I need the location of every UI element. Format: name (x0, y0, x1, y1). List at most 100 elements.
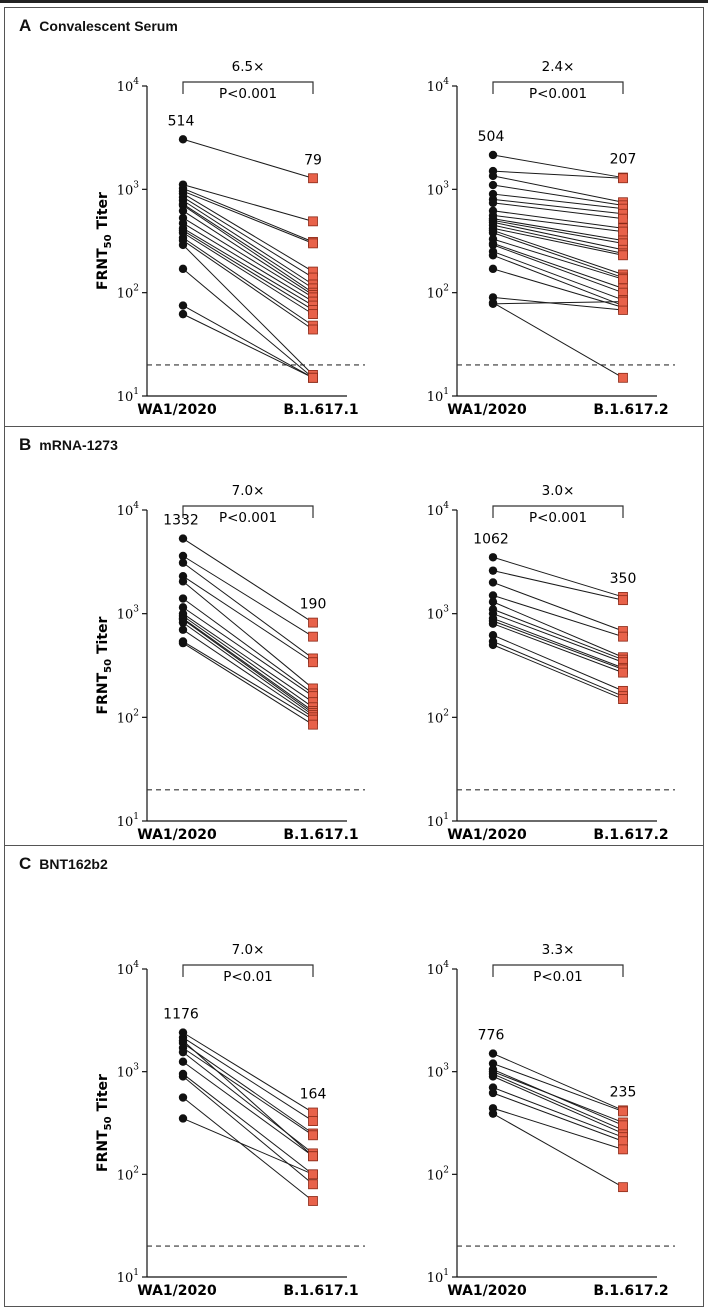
pair-line (182, 615, 314, 708)
y-tick-base: 10 (427, 80, 444, 95)
ancestral-point (488, 150, 498, 160)
ancestral-point (178, 534, 188, 543)
variant-point (308, 1116, 318, 1126)
pair-line (492, 214, 624, 233)
pair-line (492, 1063, 624, 1112)
x-category-label: B.1.617.1 (283, 827, 358, 843)
ancestral-point (488, 566, 498, 575)
y-tick-exponent: 1 (133, 387, 139, 397)
ancestral-point (178, 558, 188, 567)
pair-line (182, 204, 314, 294)
pair-line (182, 1075, 314, 1185)
panel-a-title: Convalescent Serum (39, 18, 178, 34)
pair-line (182, 232, 314, 315)
y-tick-base: 10 (427, 183, 444, 198)
pair-line (182, 1042, 314, 1134)
y-tick-exponent: 2 (133, 284, 139, 294)
y-tick-exponent: 2 (443, 1165, 449, 1175)
pair-line (492, 1092, 624, 1142)
y-tick-base: 10 (117, 1271, 134, 1286)
x-category-label: WA1/2020 (137, 827, 217, 843)
y-tick-base: 10 (117, 80, 134, 95)
y-tick-base: 10 (117, 815, 134, 830)
pair-line (492, 210, 624, 229)
ancestral-point (488, 198, 498, 208)
pair-line (492, 1107, 624, 1150)
y-tick-base: 10 (117, 390, 134, 405)
ancestral-point (488, 1088, 498, 1098)
variant-point (308, 1151, 318, 1162)
pair-line (182, 575, 314, 663)
y-axis-label-main: FRNT (95, 672, 111, 714)
pair-line (492, 617, 624, 669)
y-tick-label: 104 (117, 960, 140, 978)
pair-line (182, 619, 314, 714)
pair-line (492, 170, 624, 179)
x-category-label: WA1/2020 (137, 1283, 217, 1299)
pair-line (182, 562, 314, 659)
variant-point (308, 324, 318, 335)
y-tick-label: 104 (117, 501, 140, 519)
pair-line (182, 1032, 314, 1113)
pair-line (492, 254, 624, 307)
y-tick-label: 103 (117, 605, 140, 623)
pair-line (182, 193, 314, 273)
comparison-bracket (182, 964, 314, 977)
pair-line (182, 222, 314, 303)
y-tick-base: 10 (427, 390, 444, 405)
y-tick-base: 10 (427, 608, 444, 623)
x-category-label: WA1/2020 (447, 1283, 527, 1299)
pair-line (492, 301, 624, 305)
y-tick-base: 10 (427, 287, 444, 302)
y-tick-exponent: 1 (133, 812, 139, 822)
variant-point (308, 1179, 318, 1190)
ancestral-point (488, 553, 498, 562)
pair-line (492, 175, 624, 203)
fold-change-label: 2.4× (542, 59, 575, 75)
median-label-ancestral: 504 (478, 129, 505, 145)
ancestral-point (488, 1049, 498, 1058)
variant-point (618, 631, 628, 642)
y-axis-label-subscript: 50 (103, 1116, 114, 1130)
y-tick-base: 10 (117, 711, 134, 726)
pair-line (182, 305, 314, 379)
pair-line (182, 230, 314, 311)
ancestral-point (488, 171, 498, 181)
variant-point (618, 1120, 628, 1131)
variant-point (308, 1107, 318, 1118)
y-tick-exponent: 3 (443, 605, 449, 615)
pair-line (492, 644, 624, 700)
pair-line (492, 1073, 624, 1131)
median-label-variant: 235 (610, 1084, 637, 1100)
pair-line (182, 1061, 314, 1157)
y-tick-exponent: 4 (133, 501, 139, 511)
pair-line (182, 187, 314, 243)
y-tick-exponent: 3 (443, 180, 449, 190)
y-tick-exponent: 3 (133, 605, 139, 615)
pair-line (492, 608, 624, 661)
pair-line (492, 1087, 624, 1138)
variant-point (618, 296, 628, 307)
y-tick-label: 101 (427, 387, 449, 405)
y-tick-exponent: 1 (443, 1268, 449, 1278)
panel-c-header: C BNT162b2 (19, 854, 108, 874)
median-label-variant: 207 (610, 152, 637, 168)
y-tick-label: 103 (117, 180, 140, 198)
pair-line (182, 203, 314, 289)
pair-line (492, 227, 624, 256)
x-category-label: B.1.617.2 (593, 827, 668, 843)
y-tick-label: 101 (117, 1268, 139, 1286)
ancestral-point (178, 551, 188, 561)
panel-a: A Convalescent Serum FRNT50 Titer 101 102 10… (4, 7, 704, 427)
y-tick-label: 103 (117, 1063, 140, 1081)
p-value-label: P<0.01 (223, 969, 273, 985)
variant-point (618, 1136, 628, 1147)
pair-line (492, 613, 624, 663)
y-tick-label: 102 (117, 1165, 139, 1183)
median-label-ancestral: 1062 (473, 531, 509, 547)
y-tick-exponent: 4 (443, 77, 449, 87)
pair-line (492, 634, 624, 692)
fold-change-label: 3.0× (542, 483, 575, 499)
y-axis-label-rest: Titer (95, 192, 111, 234)
pair-line (182, 217, 314, 298)
